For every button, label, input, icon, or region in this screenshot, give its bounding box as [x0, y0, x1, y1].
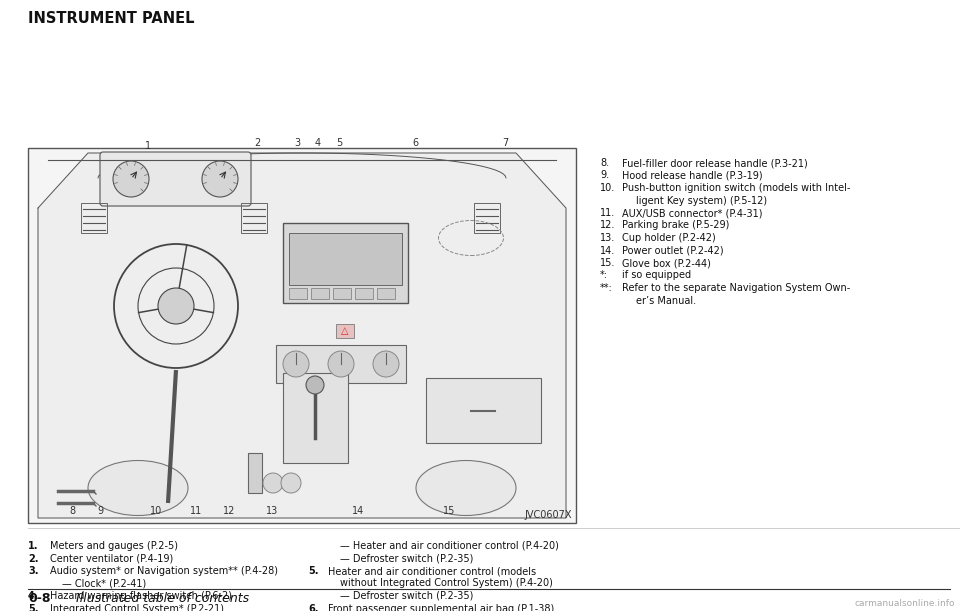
Bar	[276, 345, 406, 383]
Text: 2.: 2.	[28, 554, 38, 563]
Text: Refer to the separate Navigation System Own-: Refer to the separate Navigation System …	[622, 283, 851, 293]
Bar	[336, 324, 354, 338]
Text: — Defroster switch (P.2-35): — Defroster switch (P.2-35)	[340, 591, 473, 601]
Text: 9.: 9.	[600, 170, 610, 180]
Text: △: △	[341, 326, 348, 336]
Circle shape	[113, 161, 149, 197]
Circle shape	[328, 351, 354, 377]
Bar	[289, 233, 402, 285]
FancyBboxPatch shape	[100, 152, 251, 206]
Text: *:: *:	[600, 271, 608, 280]
Text: 14.: 14.	[600, 246, 615, 255]
Text: INSTRUMENT PANEL: INSTRUMENT PANEL	[28, 11, 195, 26]
Text: Hazard warning flasher switch (P.6-2): Hazard warning flasher switch (P.6-2)	[50, 591, 232, 601]
Text: 10.: 10.	[600, 183, 615, 193]
Text: Parking brake (P.5-29): Parking brake (P.5-29)	[622, 221, 730, 230]
Bar	[28, 148, 576, 523]
Bar	[283, 223, 408, 303]
Text: 13: 13	[266, 506, 278, 516]
Ellipse shape	[416, 461, 516, 516]
Text: without Integrated Control System) (P.4-20): without Integrated Control System) (P.4-…	[340, 579, 553, 588]
Text: 11.: 11.	[600, 208, 615, 218]
Text: Fuel-filler door release handle (P.3-21): Fuel-filler door release handle (P.3-21)	[622, 158, 807, 168]
Text: 9: 9	[97, 506, 103, 516]
Bar	[283, 373, 348, 463]
Text: **:: **:	[600, 283, 612, 293]
Text: — Clock* (P.2-41): — Clock* (P.2-41)	[62, 579, 146, 588]
Text: 7: 7	[502, 138, 508, 148]
Text: 13.: 13.	[600, 233, 615, 243]
Text: 6.: 6.	[308, 604, 319, 611]
Text: Illustrated table of contents: Illustrated table of contents	[76, 592, 250, 605]
Text: Center ventilator (P.4-19): Center ventilator (P.4-19)	[50, 554, 173, 563]
Text: — Defroster switch (P.2-35): — Defroster switch (P.2-35)	[340, 554, 473, 563]
Text: 5.: 5.	[308, 566, 319, 576]
Text: Heater and air conditioner control (models: Heater and air conditioner control (mode…	[328, 566, 536, 576]
Polygon shape	[38, 153, 566, 518]
Text: 3.: 3.	[28, 566, 38, 576]
Circle shape	[202, 161, 238, 197]
Text: 11: 11	[190, 506, 203, 516]
Bar	[426, 378, 541, 443]
Text: Integrated Control System* (P.2-21): Integrated Control System* (P.2-21)	[50, 604, 224, 611]
Text: 5.: 5.	[28, 604, 38, 611]
Text: Front passenger supplemental air bag (P.1-38): Front passenger supplemental air bag (P.…	[328, 604, 554, 611]
Bar	[355, 288, 373, 299]
Text: Push-button ignition switch (models with Intel-: Push-button ignition switch (models with…	[622, 183, 851, 193]
Circle shape	[306, 376, 324, 394]
Circle shape	[263, 473, 283, 493]
Ellipse shape	[88, 461, 188, 516]
Text: 3: 3	[294, 138, 300, 148]
Text: 15: 15	[443, 506, 455, 516]
Text: 1: 1	[145, 141, 151, 151]
Circle shape	[373, 351, 399, 377]
Text: Power outlet (P.2-42): Power outlet (P.2-42)	[622, 246, 724, 255]
Bar	[311, 288, 329, 299]
Bar	[474, 203, 500, 233]
Text: carmanualsonline.info: carmanualsonline.info	[854, 599, 955, 608]
Circle shape	[158, 288, 194, 324]
Circle shape	[283, 351, 309, 377]
Text: Cup holder (P.2-42): Cup holder (P.2-42)	[622, 233, 716, 243]
Bar	[377, 288, 395, 299]
Bar	[248, 453, 262, 493]
Text: Glove box (P.2-44): Glove box (P.2-44)	[622, 258, 710, 268]
Text: 8: 8	[69, 506, 75, 516]
Text: 14: 14	[352, 506, 364, 516]
Text: JVC0607X: JVC0607X	[524, 510, 572, 520]
Text: — Heater and air conditioner control (P.4-20): — Heater and air conditioner control (P.…	[340, 541, 559, 551]
Bar	[81, 203, 107, 233]
Text: 12.: 12.	[600, 221, 615, 230]
Text: Audio system* or Navigation system** (P.4-28): Audio system* or Navigation system** (P.…	[50, 566, 278, 576]
Text: 15.: 15.	[600, 258, 615, 268]
Text: 2: 2	[253, 138, 260, 148]
Text: 8.: 8.	[600, 158, 610, 168]
Text: 4: 4	[315, 138, 321, 148]
Text: ligent Key system) (P.5-12): ligent Key system) (P.5-12)	[636, 196, 767, 205]
Bar	[289, 288, 307, 299]
Text: 10: 10	[150, 506, 162, 516]
Text: 12: 12	[223, 506, 235, 516]
Bar	[241, 203, 267, 233]
Text: er’s Manual.: er’s Manual.	[636, 296, 696, 306]
Text: Meters and gauges (P.2-5): Meters and gauges (P.2-5)	[50, 541, 178, 551]
Circle shape	[281, 473, 301, 493]
Bar	[333, 288, 351, 299]
Text: if so equipped: if so equipped	[622, 271, 691, 280]
Text: 5: 5	[336, 138, 342, 148]
Text: 1.: 1.	[28, 541, 38, 551]
Text: 4.: 4.	[28, 591, 38, 601]
Text: Hood release handle (P.3-19): Hood release handle (P.3-19)	[622, 170, 762, 180]
Text: AUX/USB connector* (P.4-31): AUX/USB connector* (P.4-31)	[622, 208, 762, 218]
Text: 0-8: 0-8	[28, 592, 51, 605]
Text: 6: 6	[412, 138, 418, 148]
